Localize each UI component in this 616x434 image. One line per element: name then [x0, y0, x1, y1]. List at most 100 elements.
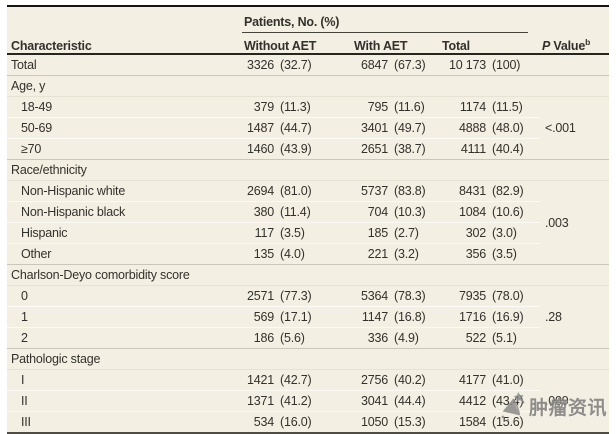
- percent-value: (42.7): [280, 373, 312, 387]
- count-value: 6847: [360, 58, 388, 72]
- table-row: I 1421 (42.7) 2756 (40.2) 4177 (41.0) .009: [7, 369, 610, 434]
- section-header: Age, y: [7, 75, 610, 97]
- percent-value: (44.4): [394, 394, 426, 408]
- row-label: 2: [7, 327, 242, 349]
- cell-total: 1584 (15.6): [440, 411, 541, 434]
- percent-value: (82.9): [492, 184, 524, 198]
- row-label: Non-Hispanic white: [7, 180, 242, 202]
- count-value: 704: [367, 205, 388, 219]
- percent-value: (3.5): [492, 247, 517, 261]
- cell-with-aet: 185 (2.7): [352, 222, 440, 244]
- cell-total: 10 173 (100): [440, 54, 541, 76]
- percent-value: (78.0): [492, 289, 524, 303]
- section-header: Race/ethnicity: [7, 159, 610, 181]
- cell-without-aet: 186 (5.6): [242, 327, 352, 349]
- p-value-cell: .009: [540, 369, 610, 434]
- percent-value: (32.7): [280, 58, 312, 72]
- row-label: Hispanic: [7, 222, 242, 244]
- count-value: 1084: [458, 205, 486, 219]
- count-value: 1050: [360, 415, 388, 429]
- percent-value: (43.4): [492, 394, 524, 408]
- percent-value: (38.7): [394, 142, 426, 156]
- cell-without-aet: 1460 (43.9): [242, 138, 352, 160]
- row-label: Other: [7, 243, 242, 265]
- cell-without-aet: 379 (11.3): [242, 96, 352, 118]
- cell-without-aet: 1421 (42.7): [242, 369, 352, 391]
- cell-without-aet: 2694 (81.0): [242, 180, 352, 202]
- col-header-p-value: P Valueb: [540, 33, 610, 55]
- p-value-cell: [540, 54, 610, 76]
- count-value: 4412: [458, 394, 486, 408]
- count-value: 8431: [458, 184, 486, 198]
- table-row: Other 135 (4.0) 221 (3.2) 356 (3.5): [7, 243, 609, 265]
- table-row: Non-Hispanic white 2694 (81.0) 5737 (83.8) 84…: [7, 180, 610, 265]
- section-row: Age, y: [7, 75, 610, 97]
- patients-aet-table: Patients, No. (%) Characteristic Without…: [7, 7, 610, 434]
- row-label: ≥70: [7, 138, 242, 160]
- percent-value: (10.3): [394, 205, 426, 219]
- col-header-total: Total: [440, 33, 541, 55]
- cell-total: 1174 (11.5): [440, 96, 541, 118]
- column-header-row: Characteristic Without AET With AET Tota…: [7, 33, 610, 55]
- cell-with-aet: 3041 (44.4): [352, 390, 440, 412]
- cell-with-aet: 2756 (40.2): [352, 369, 440, 391]
- cell-without-aet: 135 (4.0): [242, 243, 352, 265]
- cell-total: 8431 (82.9): [440, 180, 541, 202]
- percent-value: (5.1): [492, 331, 517, 345]
- footnote-marker-b: b: [585, 36, 591, 47]
- percent-value: (40.2): [394, 373, 426, 387]
- row-label: 0: [7, 285, 242, 307]
- percent-value: (100): [492, 58, 521, 72]
- percent-value: (2.7): [394, 226, 419, 240]
- count-value: 1421: [246, 373, 274, 387]
- empty-header-cell: [7, 7, 242, 33]
- count-value: 186: [253, 331, 274, 345]
- section-row: Charlson-Deyo comorbidity score: [7, 264, 610, 286]
- cell-total: 4177 (41.0): [440, 369, 541, 391]
- percent-value: (41.0): [492, 373, 524, 387]
- count-value: 379: [253, 100, 274, 114]
- col-header-with-aet: With AET: [352, 33, 440, 55]
- cell-without-aet: 3326 (32.7): [242, 54, 352, 76]
- cell-without-aet: 380 (11.4): [242, 201, 352, 223]
- section-row: Pathologic stage: [7, 348, 610, 370]
- count-value: 1147: [361, 310, 388, 324]
- cell-with-aet: 336 (4.9): [352, 327, 440, 349]
- row-label: II: [7, 390, 242, 412]
- p-value-cell: .003: [540, 180, 610, 265]
- count-value: 2651: [360, 142, 388, 156]
- percent-value: (11.3): [280, 100, 311, 114]
- p-italic: P: [542, 39, 551, 53]
- col-header-characteristic: Characteristic: [7, 33, 242, 55]
- count-value: 185: [367, 226, 388, 240]
- row-label: I: [7, 369, 242, 391]
- empty-header-cell: [540, 7, 609, 33]
- cell-total: 7935 (78.0): [440, 285, 541, 307]
- table-body: Total 3326 (32.7) 6847 (67.3) 10 173 (100) Age,…: [7, 54, 610, 434]
- percent-value: (3.5): [280, 226, 305, 240]
- cell-total: 1716 (16.9): [440, 306, 541, 328]
- percent-value: (3.0): [492, 226, 517, 240]
- p-value-cell: .28: [540, 285, 610, 349]
- cell-without-aet: 1371 (41.2): [242, 390, 352, 412]
- cell-with-aet: 1147 (16.8): [352, 306, 440, 328]
- percent-value: (10.6): [492, 205, 524, 219]
- count-value: 4111: [460, 142, 486, 156]
- p-rest: Value: [550, 39, 586, 53]
- percent-value: (11.5): [492, 100, 523, 114]
- count-value: 2571: [246, 289, 274, 303]
- count-value: 522: [465, 331, 486, 345]
- percent-value: (78.3): [394, 289, 426, 303]
- cell-without-aet: 569 (17.1): [242, 306, 352, 328]
- percent-value: (15.3): [394, 415, 426, 429]
- count-value: 569: [253, 310, 274, 324]
- table-row-total: Total 3326 (32.7) 6847 (67.3) 10 173 (100): [7, 54, 610, 76]
- percent-value: (3.2): [394, 247, 419, 261]
- count-value: 1716: [458, 310, 486, 324]
- count-value: 2756: [360, 373, 388, 387]
- count-value: 7935: [458, 289, 486, 303]
- cell-with-aet: 1050 (15.3): [352, 411, 440, 434]
- table-container: Patients, No. (%) Characteristic Without…: [7, 7, 610, 434]
- percent-value: (43.9): [280, 142, 312, 156]
